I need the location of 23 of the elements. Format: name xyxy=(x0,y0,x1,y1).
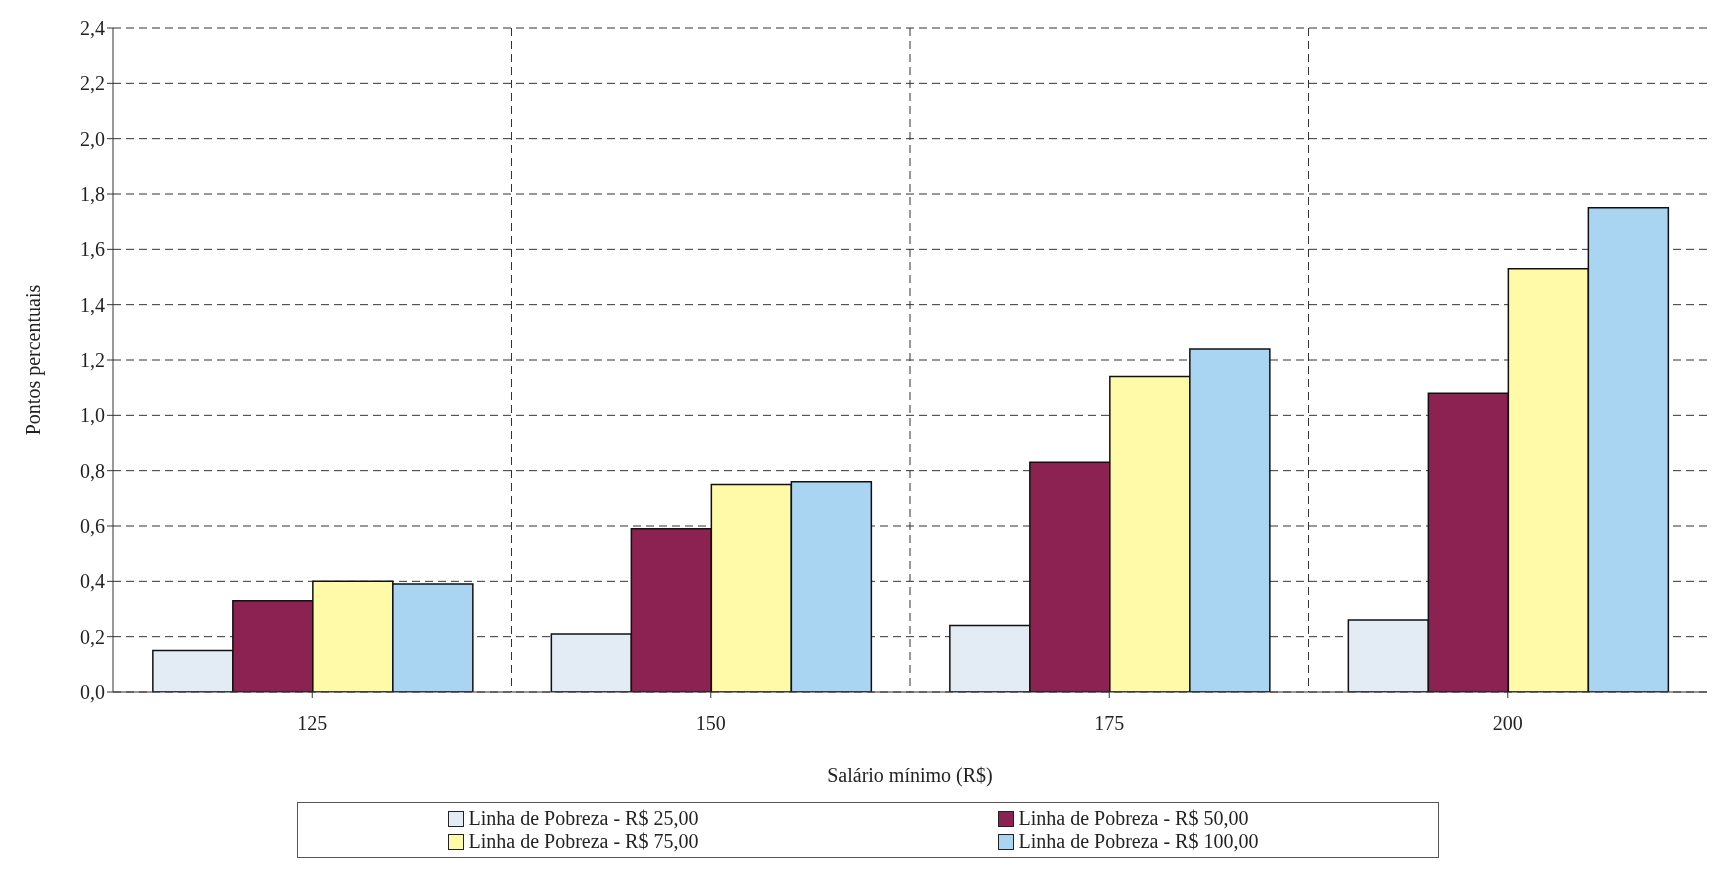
y-tick-label: 0,8 xyxy=(80,459,105,482)
x-tick-label: 175 xyxy=(1094,712,1125,735)
y-tick-label: 0,0 xyxy=(80,681,105,704)
legend-label: Linha de Pobreza - R$ 75,00 xyxy=(468,830,699,853)
y-tick-label: 0,2 xyxy=(80,625,105,648)
legend-label: Linha de Pobreza - R$ 25,00 xyxy=(468,807,699,830)
x-axis-title: Salário mínimo (R$) xyxy=(827,764,993,787)
y-tick-label: 2,4 xyxy=(80,17,105,40)
y-tick-label: 2,2 xyxy=(80,72,105,95)
x-tick-label: 125 xyxy=(297,712,328,735)
y-tick-label: 1,8 xyxy=(80,183,105,206)
x-tick-label: 200 xyxy=(1492,712,1523,735)
y-tick-label: 0,4 xyxy=(80,570,105,593)
y-tick-label: 0,6 xyxy=(80,515,105,538)
legend-label: Linha de Pobreza - R$ 100,00 xyxy=(1018,830,1259,853)
y-tick-label: 1,6 xyxy=(80,238,105,261)
y-tick-label: 2,0 xyxy=(80,127,105,150)
y-axis-title: Pontos percentuais xyxy=(22,284,46,436)
y-tick-label: 1,4 xyxy=(80,293,105,316)
x-tick-label: 150 xyxy=(695,712,726,735)
y-tick-label: 1,0 xyxy=(80,404,105,427)
legend-label: Linha de Pobreza - R$ 50,00 xyxy=(1018,807,1249,830)
y-tick-label: 1,2 xyxy=(80,349,105,372)
